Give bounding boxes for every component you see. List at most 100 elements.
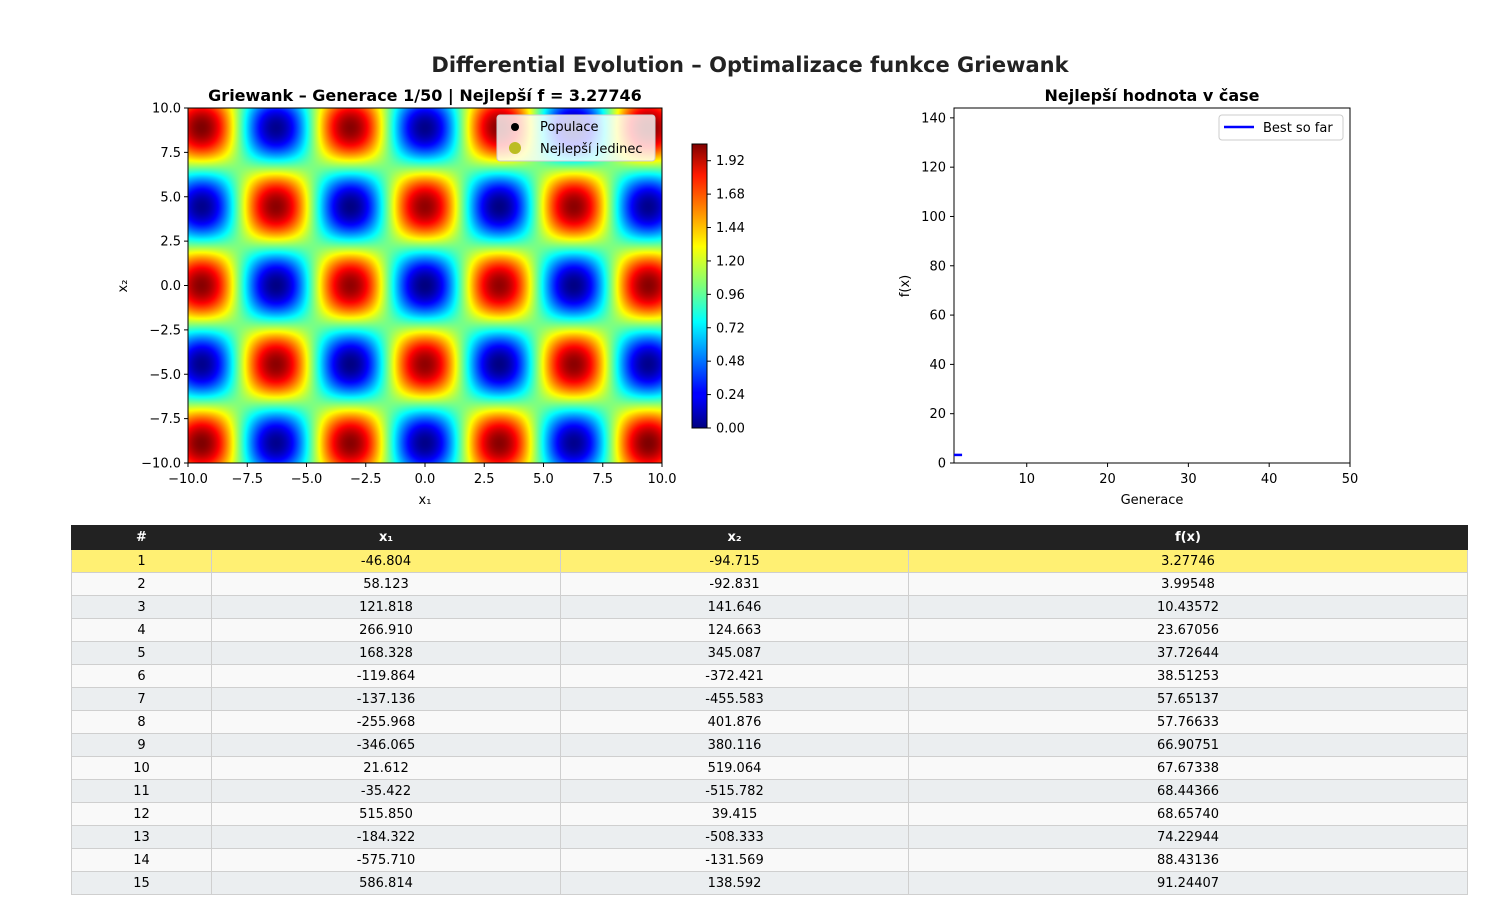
cell-index: 3 <box>71 595 212 619</box>
y-tick-label: 60 <box>929 309 946 324</box>
cell-fx: 57.76633 <box>908 710 1468 734</box>
colorbar-tick-label: 0.48 <box>716 355 745 370</box>
cell-fx: 38.51253 <box>908 664 1468 688</box>
x-tick-label: 50 <box>1342 472 1359 487</box>
table-row: 13 -184.322 -508.333 74.22944 <box>71 825 1468 849</box>
y-tick-label: 80 <box>929 259 946 274</box>
y-tick-label: −7.5 <box>149 412 181 427</box>
cell-x2: -94.715 <box>560 549 909 573</box>
cell-index: 15 <box>71 871 212 895</box>
colorbar: 0.00 0.24 0.48 0.72 0.96 1.20 1.44 1.68 1.92 <box>691 143 745 437</box>
heatmap-title: Griewank – Generace 1/50 | Nejlepší f = … <box>208 86 642 106</box>
colorbar-gradient <box>691 143 708 429</box>
cell-x2: 345.087 <box>560 641 909 665</box>
x-tick-label: 10.0 <box>648 472 677 487</box>
cell-index: 14 <box>71 848 212 872</box>
cell-fx: 3.27746 <box>908 549 1468 573</box>
cell-index: 12 <box>71 802 212 826</box>
cell-fx: 23.67056 <box>908 618 1468 642</box>
griewank-surface <box>188 108 662 463</box>
cell-x1: -346.065 <box>211 733 561 757</box>
table-row: 2 58.123 -92.831 3.99548 <box>71 572 1468 596</box>
cell-x1: -46.804 <box>211 549 561 573</box>
y-tick-label: −10.0 <box>141 457 181 472</box>
cell-x2: 380.116 <box>560 733 909 757</box>
cell-index: 8 <box>71 710 212 734</box>
heatmap-y-ticks: −10.0 −7.5 −5.0 −2.5 0.0 2.5 5.0 7.5 10.0 <box>141 102 188 472</box>
y-tick-label: 0 <box>938 457 946 472</box>
cell-x2: -92.831 <box>560 572 909 596</box>
cell-index: 9 <box>71 733 212 757</box>
legend-population-marker <box>511 123 519 131</box>
x-tick-label: 30 <box>1180 472 1197 487</box>
line-xlabel: Generace <box>1121 493 1184 508</box>
table-row: 10 21.612 519.064 67.67338 <box>71 756 1468 780</box>
header-fx: f(x) <box>908 525 1468 550</box>
cell-x2: 39.415 <box>560 802 909 826</box>
colorbar-tick-label: 1.20 <box>716 254 745 269</box>
figure-title: Differential Evolution – Optimalizace fu… <box>431 53 1069 77</box>
x-tick-label: 2.5 <box>474 472 495 487</box>
line-chart-frame <box>953 107 1351 464</box>
cell-index: 13 <box>71 825 212 849</box>
table-body: 1 -46.804 -94.715 3.27746 2 58.123 -92.831 3.99… <box>71 549 1468 895</box>
legend-best-marker <box>509 142 521 154</box>
table-row: 3 121.818 141.646 10.43572 <box>71 595 1468 619</box>
y-tick-label: 100 <box>921 210 946 225</box>
line-legend-box <box>1218 114 1344 141</box>
cell-index: 6 <box>71 664 212 688</box>
table-row: 8 -255.968 401.876 57.76633 <box>71 710 1468 734</box>
y-tick-label: 10.0 <box>152 102 181 117</box>
table-row: 6 -119.864 -372.421 38.51253 <box>71 664 1468 688</box>
heatmap-image <box>188 108 662 463</box>
table-row: 9 -346.065 380.116 66.90751 <box>71 733 1468 757</box>
cell-x1: 266.910 <box>211 618 561 642</box>
heatmap-legend: Populace Nejlepší jedinec <box>496 114 656 162</box>
x-tick-label: −2.5 <box>350 472 382 487</box>
table-row: 7 -137.136 -455.583 57.65137 <box>71 687 1468 711</box>
colorbar-tick-label: 1.44 <box>716 221 745 236</box>
cell-x1: 21.612 <box>211 756 561 780</box>
cell-x1: 121.818 <box>211 595 561 619</box>
cell-index: 7 <box>71 687 212 711</box>
cell-x2: 124.663 <box>560 618 909 642</box>
line-legend-label: Best so far <box>1263 121 1333 136</box>
population-table-container: # x₁ x₂ f(x) 1 -46.804 -94.715 3.27746 2 58.1… <box>71 525 1468 895</box>
x-tick-label: −7.5 <box>231 472 263 487</box>
y-tick-label: 7.5 <box>160 146 181 161</box>
header-x2: x₂ <box>560 525 909 550</box>
cell-x2: 401.876 <box>560 710 909 734</box>
colorbar-tick-label: 1.92 <box>716 154 745 169</box>
cell-x1: 586.814 <box>211 871 561 895</box>
colorbar-tick-label: 0.72 <box>716 321 745 336</box>
y-tick-label: 20 <box>929 407 946 422</box>
cell-fx: 37.72644 <box>908 641 1468 665</box>
cell-x1: -575.710 <box>211 848 561 872</box>
table-row: 11 -35.422 -515.782 68.44366 <box>71 779 1468 803</box>
cell-fx: 88.43136 <box>908 848 1468 872</box>
y-tick-label: 140 <box>921 111 946 126</box>
cell-x1: -184.322 <box>211 825 561 849</box>
header-index: # <box>71 525 212 550</box>
cell-index: 11 <box>71 779 212 803</box>
cell-index: 4 <box>71 618 212 642</box>
line-ylabel: f(x) <box>898 275 913 297</box>
cell-x1: -137.136 <box>211 687 561 711</box>
table-header-row: # x₁ x₂ f(x) <box>71 525 1468 550</box>
y-tick-label: −2.5 <box>149 323 181 338</box>
table-row: 5 168.328 345.087 37.72644 <box>71 641 1468 665</box>
cell-x1: 168.328 <box>211 641 561 665</box>
cell-x1: -35.422 <box>211 779 561 803</box>
x-tick-label: 0.0 <box>415 472 436 487</box>
header-x1: x₁ <box>211 525 561 550</box>
cell-x2: -508.333 <box>560 825 909 849</box>
line-chart-title: Nejlepší hodnota v čase <box>1045 86 1260 105</box>
colorbar-tick-label: 0.00 <box>716 422 745 437</box>
cell-index: 5 <box>71 641 212 665</box>
heatmap-ylabel: x₂ <box>116 280 131 293</box>
cell-fx: 57.65137 <box>908 687 1468 711</box>
cell-x2: 519.064 <box>560 756 909 780</box>
cell-fx: 91.24407 <box>908 871 1468 895</box>
cell-x1: 58.123 <box>211 572 561 596</box>
legend-best-label: Nejlepší jedinec <box>540 142 643 157</box>
